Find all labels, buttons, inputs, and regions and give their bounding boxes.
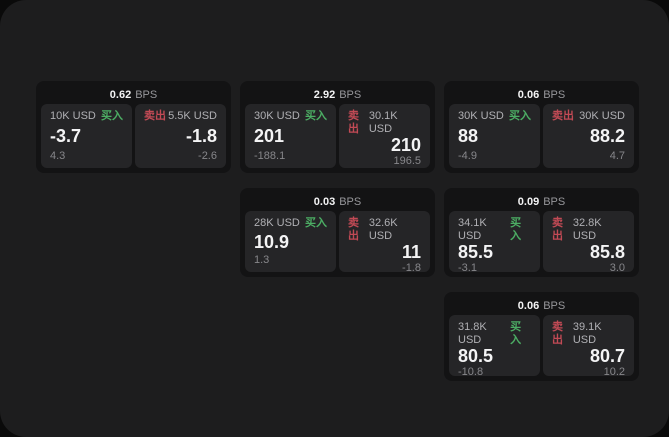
buy-delta: 4.3	[50, 150, 66, 162]
quote-card: 2.92 BPS 30K USD 买入 201 -188.1 卖出 30.1K …	[240, 81, 435, 173]
sell-delta: -1.8	[402, 262, 421, 274]
sell-price: 210	[390, 135, 421, 155]
buy-label: 买入	[510, 321, 522, 346]
sell-delta: 196.5	[393, 155, 421, 167]
bps-label: BPS	[543, 89, 566, 101]
buy-delta: -3.1	[458, 262, 477, 274]
bps-header: 0.09 BPS	[449, 193, 634, 211]
sell-amount: 32.8K USD	[572, 217, 602, 242]
sell-amount: 5.5K USD	[168, 110, 217, 122]
bps-header: 0.03 BPS	[245, 193, 430, 211]
sell-price: 80.7	[589, 346, 625, 366]
bps-label: BPS	[135, 89, 158, 101]
buy-price: 201	[254, 126, 285, 146]
sell-panel[interactable]: 卖出 30.1K USD 210 196.5	[339, 104, 430, 168]
buy-amount: 31.8K USD	[458, 321, 487, 346]
bps-value: 0.62	[109, 89, 132, 101]
bps-label: BPS	[543, 300, 566, 312]
quote-card: 0.62 BPS 10K USD 买入 -3.7 4.3 卖出 5.5K USD	[36, 81, 231, 173]
sell-delta: -2.6	[198, 150, 217, 162]
sell-delta: 4.7	[609, 150, 625, 162]
buy-label: 买入	[101, 110, 123, 122]
sell-delta: 10.2	[603, 366, 625, 378]
bps-value: 0.09	[517, 196, 540, 208]
buy-label: 买入	[305, 217, 327, 229]
sell-label: 卖出	[552, 217, 563, 242]
buy-price: 85.5	[458, 242, 494, 262]
buy-panel[interactable]: 34.1K USD 买入 85.5 -3.1	[449, 211, 540, 274]
buy-amount: 30K USD	[254, 110, 300, 122]
buy-label: 买入	[509, 110, 531, 122]
sell-price: -1.8	[185, 126, 217, 146]
bps-header: 0.06 BPS	[449, 86, 634, 104]
buy-price: 88	[458, 126, 479, 146]
bps-value: 2.92	[313, 89, 336, 101]
sell-label: 卖出	[552, 110, 574, 122]
buy-amount: 30K USD	[458, 110, 504, 122]
buy-delta: -10.8	[458, 366, 484, 378]
buy-panel[interactable]: 28K USD 买入 10.9 1.3	[245, 211, 336, 272]
bps-header: 0.62 BPS	[41, 86, 226, 104]
buy-delta: -4.9	[458, 150, 477, 162]
buy-delta: -188.1	[254, 150, 286, 162]
buy-delta: 1.3	[254, 254, 270, 266]
bps-value: 0.06	[517, 300, 540, 312]
sell-panel[interactable]: 卖出 32.8K USD 85.8 3.0	[543, 211, 634, 274]
buy-amount: 28K USD	[254, 217, 300, 229]
sell-delta: 3.0	[609, 262, 625, 274]
buy-panel[interactable]: 31.8K USD 买入 80.5 -10.8	[449, 315, 540, 378]
sell-price: 88.2	[589, 126, 625, 146]
bps-label: BPS	[543, 196, 566, 208]
quote-card: 0.03 BPS 28K USD 买入 10.9 1.3 卖出 32.6K US…	[240, 188, 435, 277]
sell-amount: 39.1K USD	[572, 321, 602, 346]
bps-label: BPS	[339, 196, 362, 208]
sell-panel[interactable]: 卖出 39.1K USD 80.7 10.2	[543, 315, 634, 378]
sell-label: 卖出	[552, 321, 563, 346]
sell-label: 卖出	[348, 110, 359, 135]
bps-header: 2.92 BPS	[245, 86, 430, 104]
sell-panel[interactable]: 卖出 32.6K USD 11 -1.8	[339, 211, 430, 274]
quote-card: 0.09 BPS 34.1K USD 买入 85.5 -3.1 卖出 32.8K…	[444, 188, 639, 277]
buy-panel[interactable]: 30K USD 买入 201 -188.1	[245, 104, 336, 168]
sell-amount: 30K USD	[579, 110, 625, 122]
sell-price: 11	[401, 242, 421, 262]
buy-panel[interactable]: 30K USD 买入 88 -4.9	[449, 104, 540, 168]
buy-label: 买入	[510, 217, 522, 242]
buy-label: 买入	[305, 110, 327, 122]
buy-price: -3.7	[50, 126, 82, 146]
buy-amount: 10K USD	[50, 110, 96, 122]
buy-panel[interactable]: 10K USD 买入 -3.7 4.3	[41, 104, 132, 168]
bps-value: 0.06	[517, 89, 540, 101]
sell-price: 85.8	[589, 242, 625, 262]
buy-price: 80.5	[458, 346, 494, 366]
bps-value: 0.03	[313, 196, 336, 208]
quote-card-grid: 0.62 BPS 10K USD 买入 -3.7 4.3 卖出 5.5K USD	[36, 81, 639, 381]
buy-price: 10.9	[254, 231, 290, 252]
buy-amount: 34.1K USD	[458, 217, 487, 242]
bps-label: BPS	[339, 89, 362, 101]
sell-label: 卖出	[348, 217, 359, 242]
quote-card: 0.06 BPS 31.8K USD 买入 80.5 -10.8 卖出 39.1…	[444, 292, 639, 381]
sell-panel[interactable]: 卖出 5.5K USD -1.8 -2.6	[135, 104, 226, 168]
sell-panel[interactable]: 卖出 30K USD 88.2 4.7	[543, 104, 634, 168]
quote-card: 0.06 BPS 30K USD 买入 88 -4.9 卖出 30K USD	[444, 81, 639, 173]
sell-amount: 32.6K USD	[368, 217, 398, 242]
sell-label: 卖出	[144, 110, 166, 122]
sell-amount: 30.1K USD	[368, 110, 398, 135]
bps-header: 0.06 BPS	[449, 297, 634, 315]
